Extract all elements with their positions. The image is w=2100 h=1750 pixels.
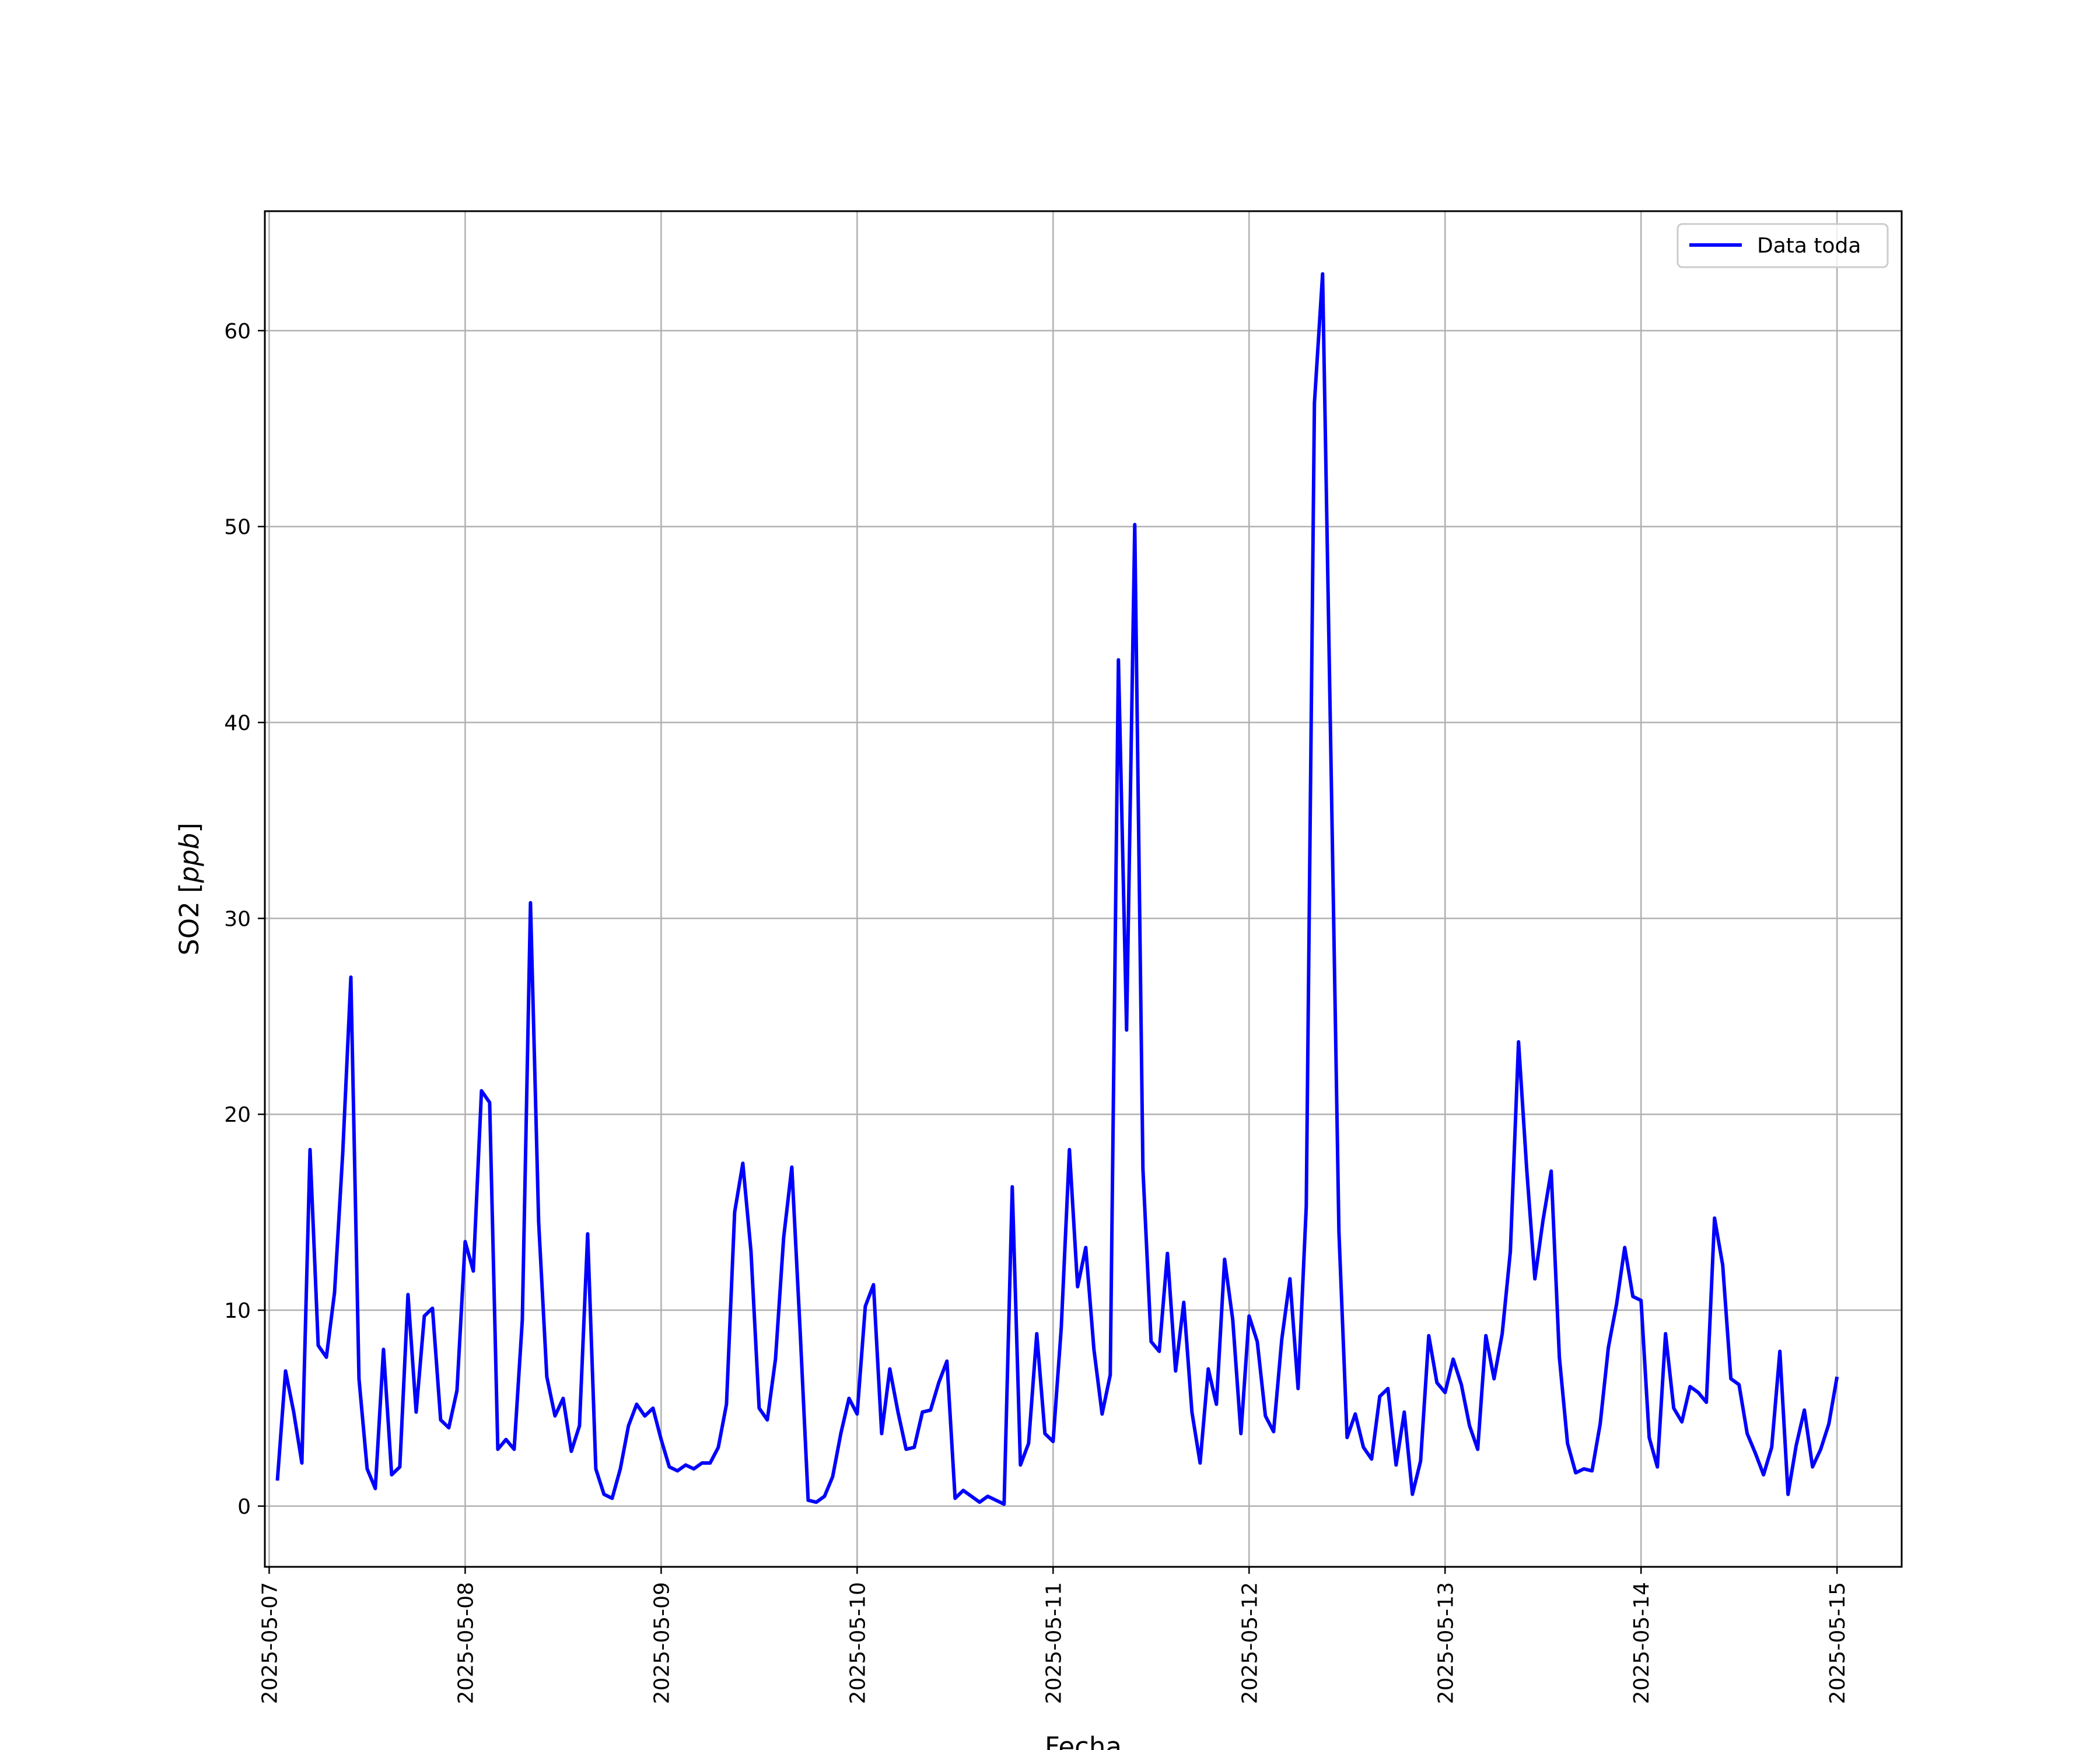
y-axis-ticks: 0 10 20 30 40 50 60 — [224, 320, 265, 1519]
y-axis-label: SO2 [ppb] — [174, 822, 205, 956]
y-tick-label: 50 — [224, 516, 251, 540]
x-tick-label: 2025-05-12 — [1238, 1582, 1262, 1704]
y-tick-label: 40 — [224, 712, 251, 736]
x-tick-label: 2025-05-15 — [1826, 1582, 1850, 1704]
x-tick-label: 2025-05-11 — [1042, 1582, 1066, 1704]
y-tick-label: 30 — [224, 907, 251, 931]
y-axis-label-base: SO2 [ — [174, 883, 205, 955]
x-tick-label: 2025-05-09 — [650, 1582, 674, 1704]
x-axis-label: Fecha — [1045, 1731, 1122, 1750]
y-axis-label-unit: ppb — [174, 833, 205, 884]
y-tick-label: 60 — [224, 320, 251, 344]
series-layer — [275, 272, 1839, 1506]
legend: Data toda — [1676, 223, 1889, 268]
series-line-0 — [275, 272, 1839, 1506]
legend-frame — [1676, 223, 1889, 268]
x-tick-label: 2025-05-10 — [846, 1582, 870, 1704]
x-tick-label: 2025-05-08 — [454, 1582, 478, 1704]
y-tick-label: 0 — [237, 1495, 251, 1519]
plot-frame — [264, 210, 1903, 1568]
x-axis-ticks: 2025-05-07 2025-05-08 2025-05-09 2025-05-10… — [258, 1567, 1850, 1704]
legend-label: Data toda — [1757, 234, 1861, 258]
y-axis-label-close: ] — [174, 822, 205, 833]
y-tick-label: 10 — [224, 1299, 251, 1323]
grid — [265, 211, 1902, 1567]
x-tick-label: 2025-05-14 — [1630, 1582, 1654, 1704]
y-tick-label: 20 — [224, 1103, 251, 1127]
x-tick-label: 2025-05-07 — [258, 1582, 282, 1704]
x-tick-label: 2025-05-13 — [1434, 1582, 1458, 1704]
